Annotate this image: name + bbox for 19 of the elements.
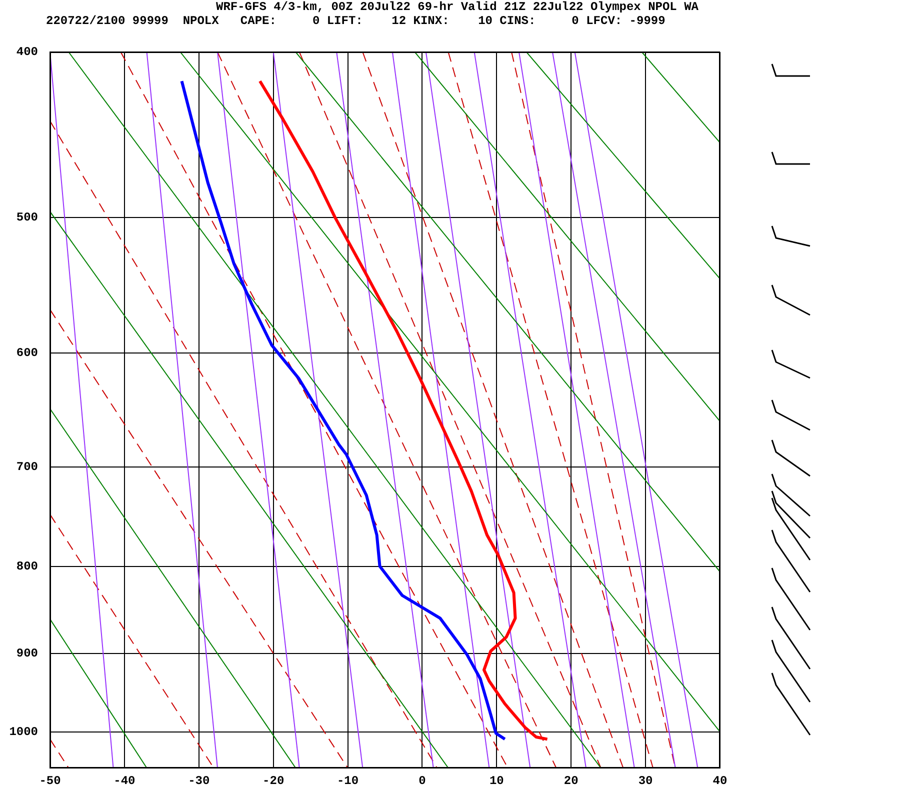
x-tick-label: -50 [39,774,61,788]
y-tick-label: 800 [16,559,38,574]
x-tick-label: -10 [336,774,359,788]
x-tick-label: 20 [564,774,578,788]
x-tick-label: -30 [188,774,210,788]
y-tick-label: 400 [16,45,38,60]
y-tick-label: 600 [16,346,38,360]
y-tick-label: 500 [16,210,38,225]
y-tick-label: 900 [16,646,38,661]
chart-subtitle: 220722/2100 99999 NPOLX CAPE: 0 LIFT: 12 KINX: 10 CINS: 0 LFCV: -9999 [46,14,666,28]
x-tick-label: 0 [418,774,426,788]
x-tick-label: 40 [712,774,728,788]
x-tick-label: 10 [489,774,504,788]
x-tick-label: -20 [262,774,284,788]
chart-title: WRF-GFS 4/3-km, 00Z 20Jul22 69-hr Valid 21Z 22Jul22 Olympex NPOL WA [216,0,698,14]
y-tick-label: 700 [16,460,38,474]
x-tick-label: -40 [114,774,136,788]
y-tick-label: 1000 [9,724,38,739]
x-tick-label: 30 [638,774,653,788]
